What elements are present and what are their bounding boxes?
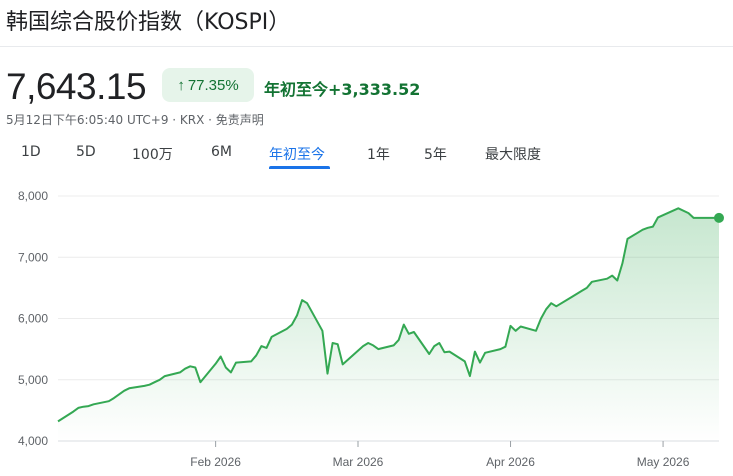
tab-ytd[interactable]: 年初至今 xyxy=(269,147,325,163)
y-tick-label: 8,000 xyxy=(18,189,48,203)
ytd-change-label: 年初至今+3,333.52 xyxy=(264,80,421,99)
header-divider xyxy=(0,46,733,47)
up-arrow-icon: ↑ xyxy=(177,76,185,94)
x-tick-label: Mar 2026 xyxy=(333,455,384,469)
percent-change-value: 77.35% xyxy=(187,76,239,94)
y-tick-label: 4,000 xyxy=(18,434,48,448)
time-range-tabs: 1D 5D 100万 6M 年初至今 1年 5年 最大限度 xyxy=(0,140,733,170)
timestamp-meta: 5月12日下午6:05:40 UTC+9 · KRX · 免责声明 xyxy=(6,113,264,127)
price-line xyxy=(57,207,719,423)
page-title: 韩国综合股价指数（KOSPI） xyxy=(6,10,291,35)
tab-5y[interactable]: 5年 xyxy=(424,147,447,163)
x-tick-label: Feb 2026 xyxy=(190,455,241,469)
tab-6m[interactable]: 6M xyxy=(211,144,232,160)
active-tab-underline xyxy=(269,166,330,169)
latest-price-marker xyxy=(714,212,724,223)
y-tick-label: 7,000 xyxy=(18,250,48,264)
current-price: 7,643.15 xyxy=(6,66,147,107)
tab-5d[interactable]: 5D xyxy=(76,144,96,160)
x-tick-label: May 2026 xyxy=(637,455,690,469)
tab-1d[interactable]: 1D xyxy=(21,144,41,160)
y-tick-label: 6,000 xyxy=(18,312,48,326)
percent-change-badge: ↑ 77.35% xyxy=(162,68,254,102)
tab-max[interactable]: 最大限度 xyxy=(485,147,541,163)
kospi-price-chart[interactable]: 4,000 5,000 6,000 7,000 8,000 Feb 2026 Mar 20… xyxy=(0,170,733,476)
tab-100wan[interactable]: 100万 xyxy=(132,147,173,163)
tab-1y[interactable]: 1年 xyxy=(367,147,390,163)
price-area-fill xyxy=(58,208,719,441)
x-tick-label: Apr 2026 xyxy=(486,455,535,469)
y-tick-label: 5,000 xyxy=(18,373,48,387)
